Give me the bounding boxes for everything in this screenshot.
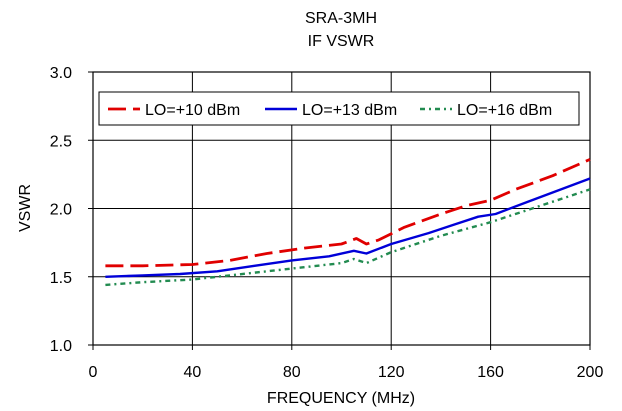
y-tick-label: 3.0 bbox=[50, 65, 72, 82]
series-line bbox=[105, 177, 591, 278]
series-line bbox=[105, 158, 591, 268]
x-tick-labels: 0 40 80 120 160 200 bbox=[89, 345, 604, 381]
legend-label: LO=+13 dBm bbox=[302, 102, 397, 119]
x-axis-title: FREQUENCY (MHz) bbox=[267, 390, 415, 407]
x-tick-label: 120 bbox=[378, 364, 405, 381]
chart-subtitle: IF VSWR bbox=[308, 33, 375, 50]
y-axis-title: VSWR bbox=[17, 184, 34, 232]
legend-box bbox=[98, 91, 580, 126]
series-layer bbox=[105, 158, 591, 287]
x-tick-label: 40 bbox=[184, 364, 202, 381]
x-tick-label: 80 bbox=[283, 364, 301, 381]
x-tick-label: 160 bbox=[477, 364, 504, 381]
y-tick-label: 2.0 bbox=[50, 202, 72, 219]
y-tick-label: 1.5 bbox=[50, 270, 72, 287]
x-tick-label: 200 bbox=[577, 364, 604, 381]
y-tick-label: 2.5 bbox=[50, 133, 72, 150]
chart-title: SRA-3MH bbox=[305, 10, 377, 27]
series-line bbox=[105, 188, 591, 287]
x-tick-label: 0 bbox=[89, 364, 98, 381]
legend-label: LO=+16 dBm bbox=[457, 102, 552, 119]
y-tick-labels: 1.0 1.5 2.0 2.5 3.0 bbox=[50, 65, 93, 355]
legend-label: LO=+10 dBm bbox=[145, 102, 240, 119]
y-tick-label: 1.0 bbox=[50, 338, 72, 355]
legend: LO=+10 dBm LO=+13 dBm LO=+16 dBm bbox=[98, 91, 580, 126]
